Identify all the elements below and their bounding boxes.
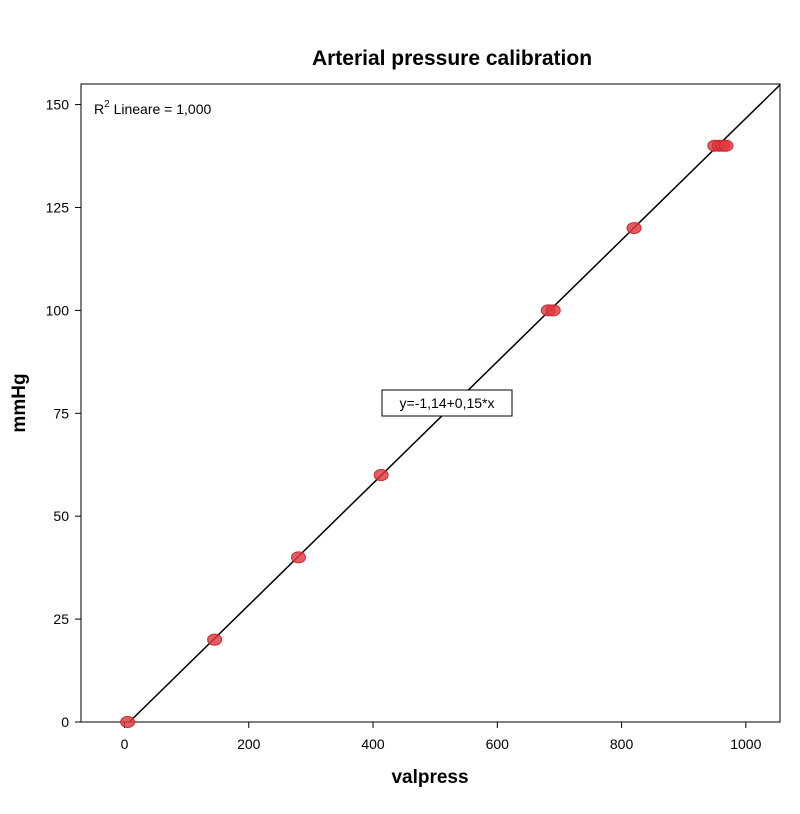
r2-annotation: R2 Lineare = 1,000: [94, 99, 211, 117]
x-axis-label: valpress: [391, 767, 468, 788]
y-tick-label-0: 0: [61, 714, 69, 730]
data-point-1: [207, 633, 223, 646]
data-point-3: [373, 469, 389, 482]
x-tick-label-3: 600: [486, 736, 510, 752]
y-tick-label-2: 50: [53, 508, 69, 524]
x-tick-label-1: 200: [237, 736, 261, 752]
y-tick-label-5: 125: [46, 199, 70, 215]
r2-label-base: R: [94, 101, 104, 117]
points-layer: [120, 139, 734, 728]
x-tick-label-0: 0: [121, 736, 129, 752]
equation-label: y=-1,14+0,15*x: [400, 395, 495, 411]
data-point-2: [290, 551, 306, 564]
data-point-5: [545, 304, 561, 317]
r2-label-exponent: 2: [104, 99, 110, 110]
equation-annotation: y=-1,14+0,15*x: [381, 389, 513, 417]
data-point-6: [626, 222, 642, 235]
y-axis-label: mmHg: [9, 373, 30, 432]
chart-title: Arterial pressure calibration: [312, 47, 592, 70]
x-tick-label-4: 800: [610, 736, 634, 752]
x-axis: 0 200 400 600 800 1000: [121, 722, 762, 752]
y-axis: 0 25 50 75 100 125 150: [46, 97, 81, 730]
y-tick-label-3: 75: [53, 405, 69, 421]
y-tick-label-1: 25: [53, 611, 69, 627]
x-tick-label-5: 1000: [730, 736, 761, 752]
data-point-0: [120, 716, 136, 728]
equation-box-frame: [381, 389, 513, 417]
plot-frame: [80, 83, 781, 723]
y-tick-label-6: 150: [46, 97, 70, 113]
x-tick-label-2: 400: [361, 736, 385, 752]
y-tick-label-4: 100: [46, 302, 70, 318]
data-point-10: [718, 139, 734, 152]
r2-label-rest: Lineare = 1,000: [110, 101, 212, 117]
